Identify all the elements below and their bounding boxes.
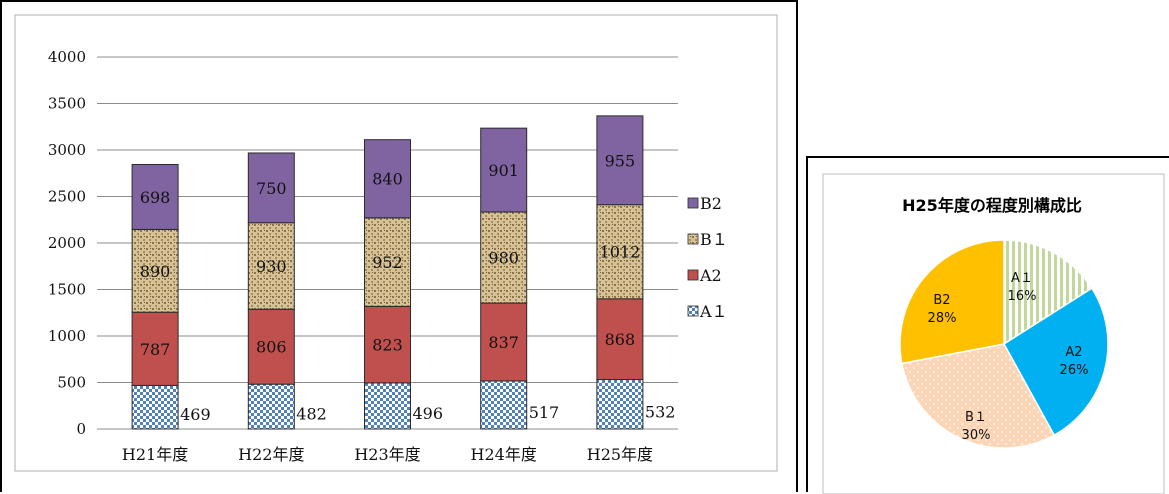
- pie-slice-b1: [900, 343, 1056, 449]
- bar-segment-b2: [596, 115, 644, 206]
- bar-segment-b2: [247, 152, 295, 224]
- y-tick-label: 1500: [48, 281, 86, 299]
- data-label-b1: 980: [488, 249, 519, 268]
- bar-segment-a2: [364, 305, 411, 384]
- data-label-b1: 1012: [600, 243, 641, 262]
- legend-label-a1: A１: [699, 302, 728, 321]
- stacked-bar-chart: 0 500 1000 1500 2000 2500 3000 3500 4000 469 787 8…: [14, 14, 778, 472]
- bar-segment-a2: [247, 308, 295, 385]
- pie-slice-percent-b1: 30%: [962, 428, 991, 443]
- bar-segment-a1: [364, 382, 411, 430]
- bar-segment-b2: [364, 139, 411, 219]
- bar-segment-b1: [596, 204, 644, 300]
- legend-label-b1: B１: [700, 230, 728, 249]
- y-tick-label: 3500: [48, 95, 86, 113]
- pie-chart-panel: H25年度の程度別構成比 A１ 16% A2 26% B１ 30% B2 28%: [806, 156, 1169, 494]
- pie-slice-name-a1: A１: [1011, 271, 1033, 286]
- bar-segment-b1: [131, 228, 179, 313]
- legend-swatch-b1: [687, 233, 699, 245]
- pie-slice-name-a2: A2: [1065, 345, 1082, 360]
- data-label-b1: 952: [372, 253, 403, 272]
- data-label-b2: 955: [605, 151, 636, 170]
- legend-label-b2: B2: [700, 194, 722, 213]
- pie-chart-title: H25年度の程度別構成比: [902, 196, 1082, 215]
- x-tick-label: H22年度: [238, 445, 304, 464]
- data-label-a2: 787: [140, 340, 171, 359]
- bar-segment-b1: [247, 222, 295, 310]
- stacked-bar-chart-panel: 0 500 1000 1500 2000 2500 3000 3500 4000 469 787 8…: [0, 0, 798, 492]
- y-tick-label: 2000: [48, 234, 86, 252]
- y-tick-label: 2500: [48, 188, 86, 206]
- bar-segment-a2: [131, 311, 179, 386]
- data-label-b2: 901: [488, 161, 519, 180]
- pie-slice-percent-a2: 26%: [1060, 363, 1089, 378]
- y-tick-label: 500: [57, 374, 86, 392]
- x-tick-label: H25年度: [587, 445, 653, 464]
- bar-segment-a1: [480, 380, 528, 430]
- bar-segment-a2: [480, 302, 528, 382]
- bar-segment-a1: [131, 384, 179, 430]
- data-label-a2: 806: [256, 338, 287, 357]
- legend-swatch-a1: [687, 305, 699, 317]
- pie-slice-a2: [1003, 287, 1109, 437]
- x-tick-label: H24年度: [471, 445, 537, 464]
- data-label-b1: 890: [140, 262, 171, 281]
- pie-slice-percent-a1: 16%: [1008, 289, 1037, 304]
- bar-segment-b1: [480, 211, 528, 304]
- x-tick-label: H21年度: [122, 445, 188, 464]
- pie-slice-percent-b2: 28%: [928, 311, 957, 326]
- y-tick-label: 1000: [48, 327, 86, 345]
- data-label-b1: 930: [256, 257, 287, 276]
- data-label-a1: 469: [180, 405, 211, 424]
- data-label-a2: 868: [605, 330, 636, 349]
- bar-segment-b2: [131, 164, 179, 230]
- data-label-a1: 532: [645, 402, 676, 421]
- data-label-a2: 837: [488, 333, 519, 352]
- x-tick-label: H23年度: [354, 445, 420, 464]
- data-label-b2: 840: [372, 170, 403, 189]
- pie-slice-a1: [1003, 239, 1093, 346]
- pie-slice-b2: [899, 239, 1005, 365]
- y-tick-label: 4000: [48, 48, 86, 66]
- bar-segment-a1: [247, 383, 295, 430]
- legend-swatch-a2: [687, 269, 699, 281]
- legend-swatch-b2: [687, 197, 699, 209]
- bar-segment-b1: [364, 217, 411, 307]
- data-label-b2: 698: [140, 188, 171, 207]
- y-tick-label: 3000: [48, 141, 86, 159]
- bar-segment-a1: [596, 379, 644, 430]
- data-label-a1: 496: [413, 404, 444, 423]
- pie-slice-name-b2: B2: [933, 293, 950, 308]
- pie-slice-name-b1: B１: [965, 410, 987, 425]
- bar-segment-b2: [480, 127, 528, 213]
- bar-segment-a2: [596, 298, 644, 381]
- legend-label-a2: A2: [699, 266, 722, 285]
- plot-area-frame: [14, 14, 778, 472]
- data-label-a1: 482: [296, 405, 327, 424]
- y-tick-label: 0: [76, 420, 86, 438]
- data-label-a2: 823: [372, 336, 403, 355]
- pie-chart: H25年度の程度別構成比 A１ 16% A2 26% B１ 30% B2 28%: [822, 173, 1165, 494]
- data-label-a1: 517: [529, 403, 560, 422]
- data-label-b2: 750: [256, 179, 287, 198]
